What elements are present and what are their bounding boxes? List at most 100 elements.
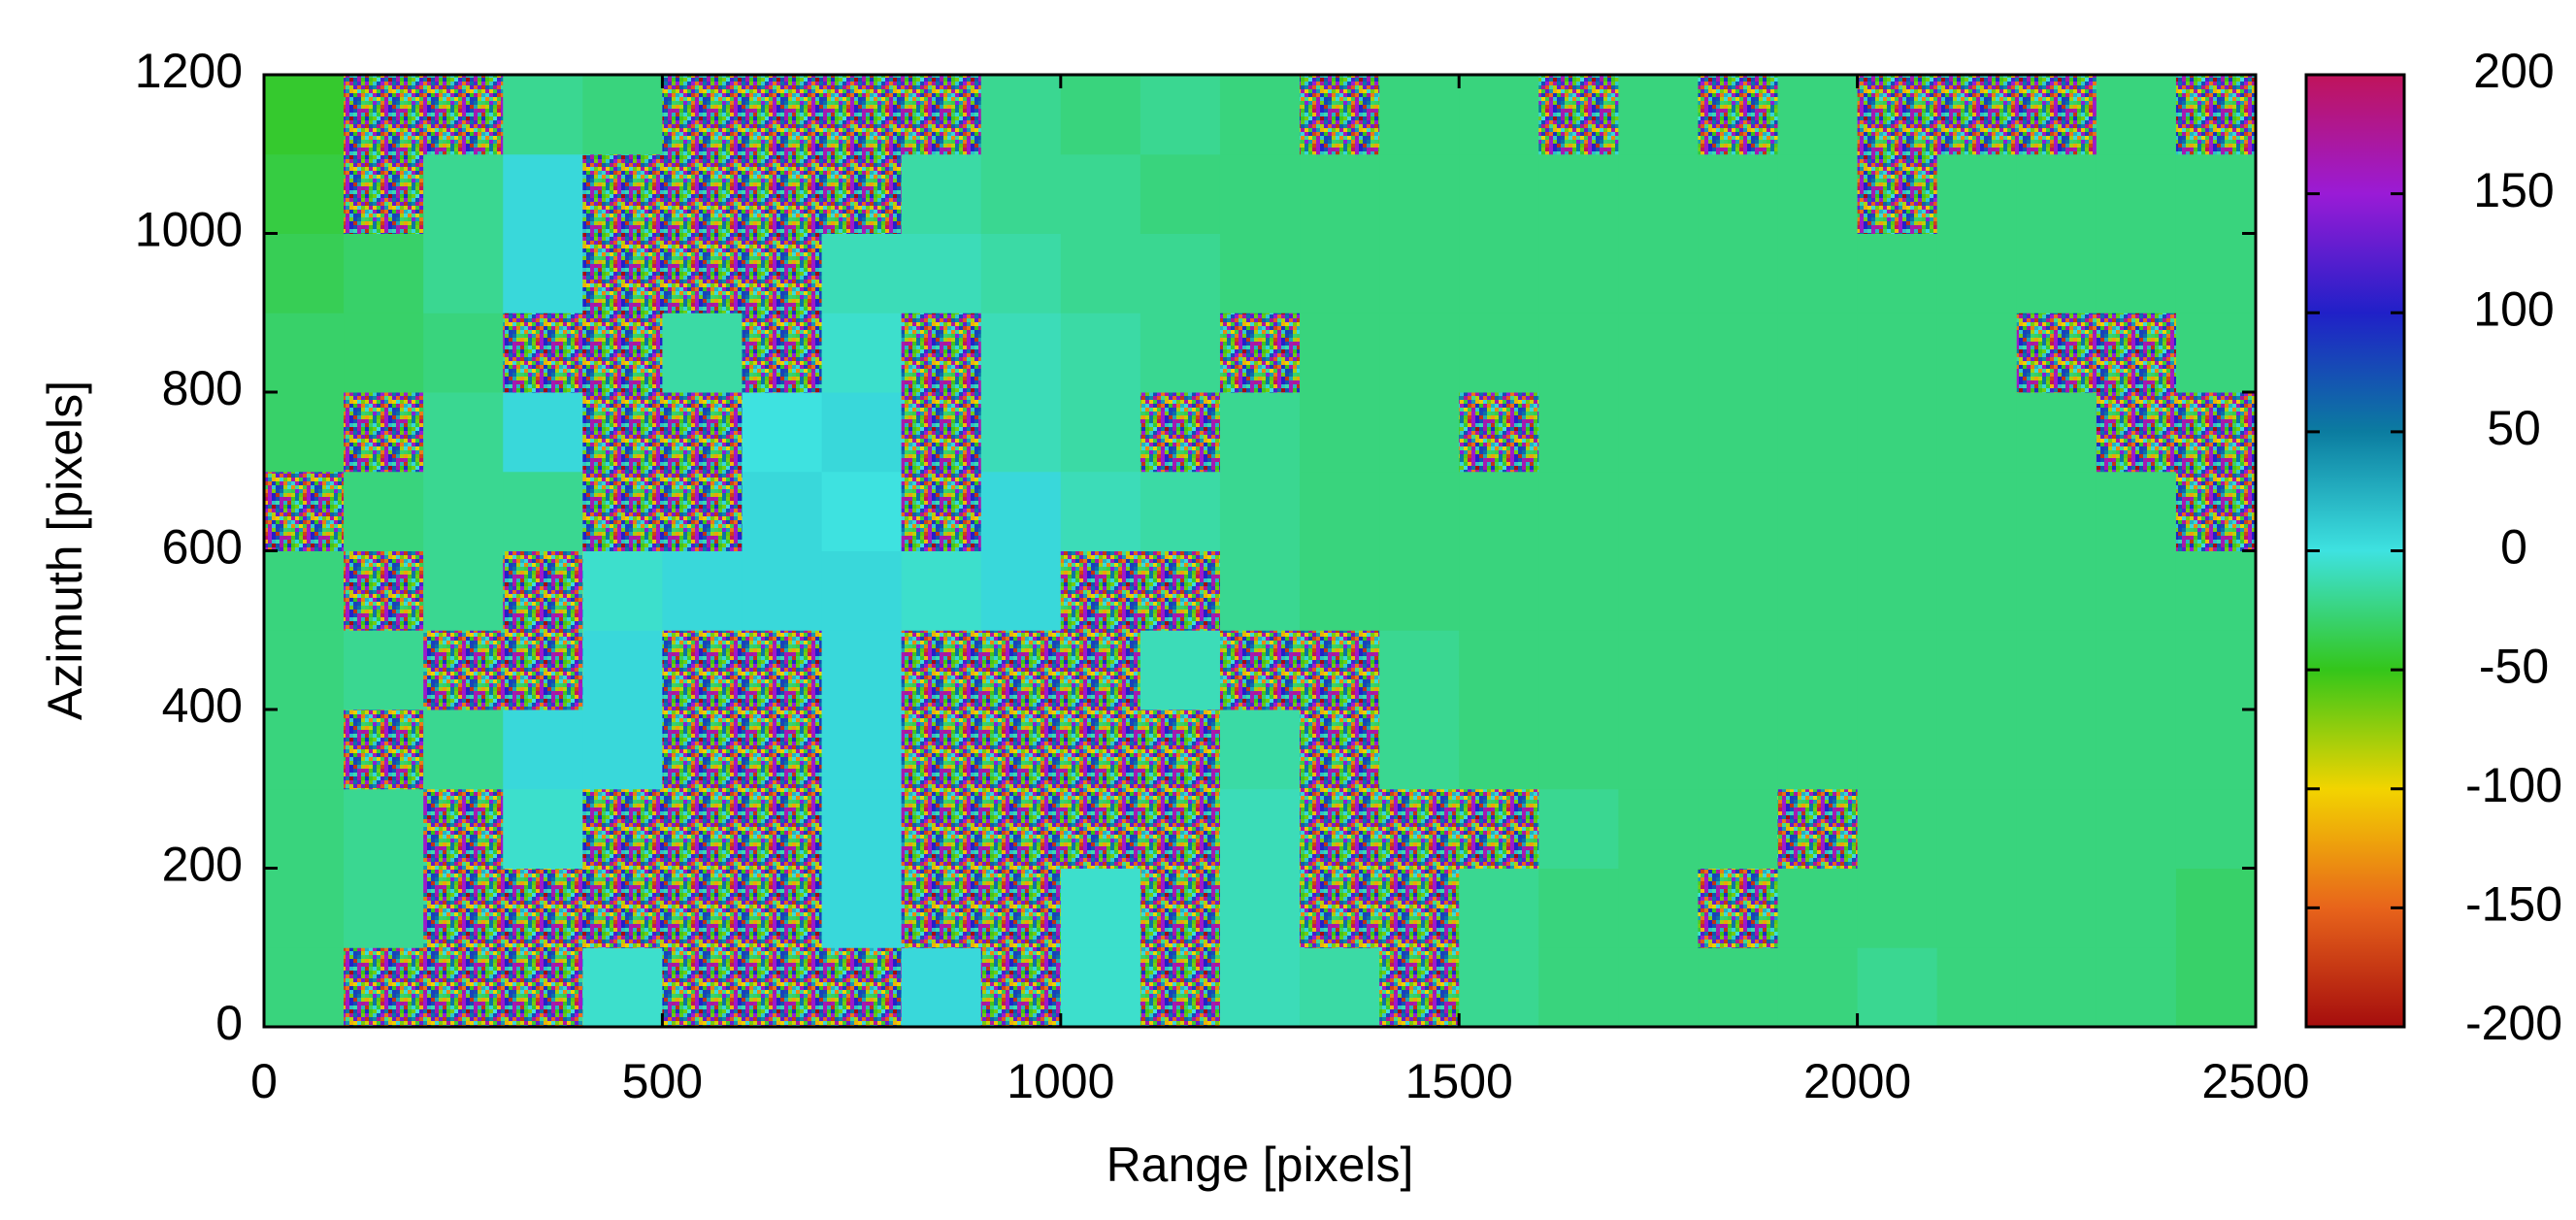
noise-cell	[901, 630, 982, 710]
heatmap-cell	[1618, 313, 1699, 393]
heatmap-cell	[264, 550, 345, 631]
heatmap-cell	[264, 313, 345, 393]
noise-cell	[662, 709, 743, 790]
heatmap-cell	[1936, 868, 2018, 948]
heatmap-cell	[2016, 153, 2097, 234]
heatmap-cell	[1777, 233, 1859, 313]
heatmap-cell	[1857, 630, 1938, 710]
heatmap-cell	[821, 550, 903, 631]
y-tick-label: 0	[215, 996, 243, 1050]
heatmap-cell	[503, 233, 583, 313]
heatmap-cell	[2096, 947, 2177, 1028]
heatmap-cell	[821, 788, 903, 869]
heatmap-cell	[1698, 471, 1779, 551]
heatmap-cell	[1459, 75, 1539, 155]
heatmap-cell	[2016, 709, 2097, 790]
noise-cell	[344, 709, 424, 790]
heatmap-cell	[1139, 75, 1221, 155]
heatmap-cell	[1300, 392, 1380, 473]
heatmap-cell	[742, 471, 823, 551]
heatmap-cell	[1698, 392, 1779, 473]
heatmap-cell	[1936, 233, 2018, 313]
heatmap-cell	[1459, 868, 1539, 948]
heatmap-cell	[1698, 709, 1779, 790]
noise-cell	[901, 868, 982, 948]
heatmap-cell	[2096, 153, 2177, 234]
heatmap-cell	[2016, 392, 2097, 473]
heatmap-cell	[1857, 868, 1938, 948]
heatmap-cell	[2096, 630, 2177, 710]
heatmap-cell	[821, 313, 903, 393]
noise-cell	[980, 630, 1062, 710]
noise-cell	[1139, 709, 1221, 790]
noise-cell	[503, 868, 583, 948]
noise-cell	[821, 153, 903, 234]
noise-cell	[662, 392, 743, 473]
noise-cell	[1379, 868, 1460, 948]
heatmap-cell	[423, 233, 504, 313]
noise-cell	[662, 868, 743, 948]
heatmap-cell	[1538, 471, 1619, 551]
noise-cell	[2016, 75, 2097, 155]
heatmap-cell	[582, 550, 663, 631]
heatmap-cell	[1139, 630, 1221, 710]
heatmap-cell	[264, 868, 345, 948]
heatmap-cell	[2175, 233, 2257, 313]
noise-cell	[662, 75, 743, 155]
heatmap-cell	[1300, 313, 1380, 393]
heatmap-cell	[1060, 947, 1141, 1028]
noise-cell	[2175, 471, 2257, 551]
heatmap-cell	[1459, 153, 1539, 234]
heatmap-cell	[1538, 788, 1619, 869]
heatmap-cell	[1459, 550, 1539, 631]
noise-cell	[742, 75, 823, 155]
heatmap-cell	[1379, 313, 1460, 393]
heatmap-cell	[1857, 709, 1938, 790]
heatmap-cell	[1060, 313, 1141, 393]
heatmap-cell	[1538, 392, 1619, 473]
noise-cell	[901, 709, 982, 790]
colorbar-tick-label: 50	[2487, 401, 2541, 455]
heatmap-cell	[1459, 630, 1539, 710]
noise-cell	[1936, 75, 2018, 155]
heatmap-cell	[1459, 947, 1539, 1028]
heatmap-cell	[1379, 471, 1460, 551]
heatmap-cell	[1698, 947, 1779, 1028]
noise-cell	[662, 153, 743, 234]
heatmap-cell	[344, 313, 424, 393]
heatmap-cell	[1618, 947, 1699, 1028]
heatmap-cell	[1857, 947, 1938, 1028]
heatmap-cell	[2096, 75, 2177, 155]
heatmap-cell	[1777, 471, 1859, 551]
noise-cell	[1379, 788, 1460, 869]
heatmap-cell	[264, 947, 345, 1028]
noise-cell	[582, 153, 663, 234]
heatmap-cell	[1139, 471, 1221, 551]
heatmap-cell	[1538, 947, 1619, 1028]
heatmap-cell	[503, 788, 583, 869]
y-tick-label: 200	[162, 838, 243, 892]
heatmap-cell	[264, 709, 345, 790]
noise-cell	[582, 313, 663, 393]
colorbar-tick-label: -150	[2465, 877, 2562, 932]
heatmap-cell	[264, 233, 345, 313]
heatmap-cell	[821, 471, 903, 551]
noise-cell	[344, 153, 424, 234]
noise-cell	[1219, 313, 1301, 393]
heatmap-cell	[1618, 788, 1699, 869]
noise-cell	[1139, 868, 1221, 948]
heatmap-cell	[1857, 313, 1938, 393]
noise-cell	[1300, 788, 1380, 869]
heatmap-cell	[2096, 788, 2177, 869]
heatmap-cell	[344, 630, 424, 710]
x-tick-label: 1500	[1405, 1054, 1513, 1108]
x-axis-label: Range [pixels]	[1106, 1138, 1414, 1192]
heatmap-cell	[423, 471, 504, 551]
heatmap-cell	[1777, 392, 1859, 473]
heatmap-cell	[2016, 868, 2097, 948]
heatmap-cell	[662, 550, 743, 631]
noise-cell	[344, 75, 424, 155]
heatmap-cell	[901, 153, 982, 234]
y-tick-label: 1200	[135, 44, 243, 98]
heatmap-cell	[1936, 471, 2018, 551]
